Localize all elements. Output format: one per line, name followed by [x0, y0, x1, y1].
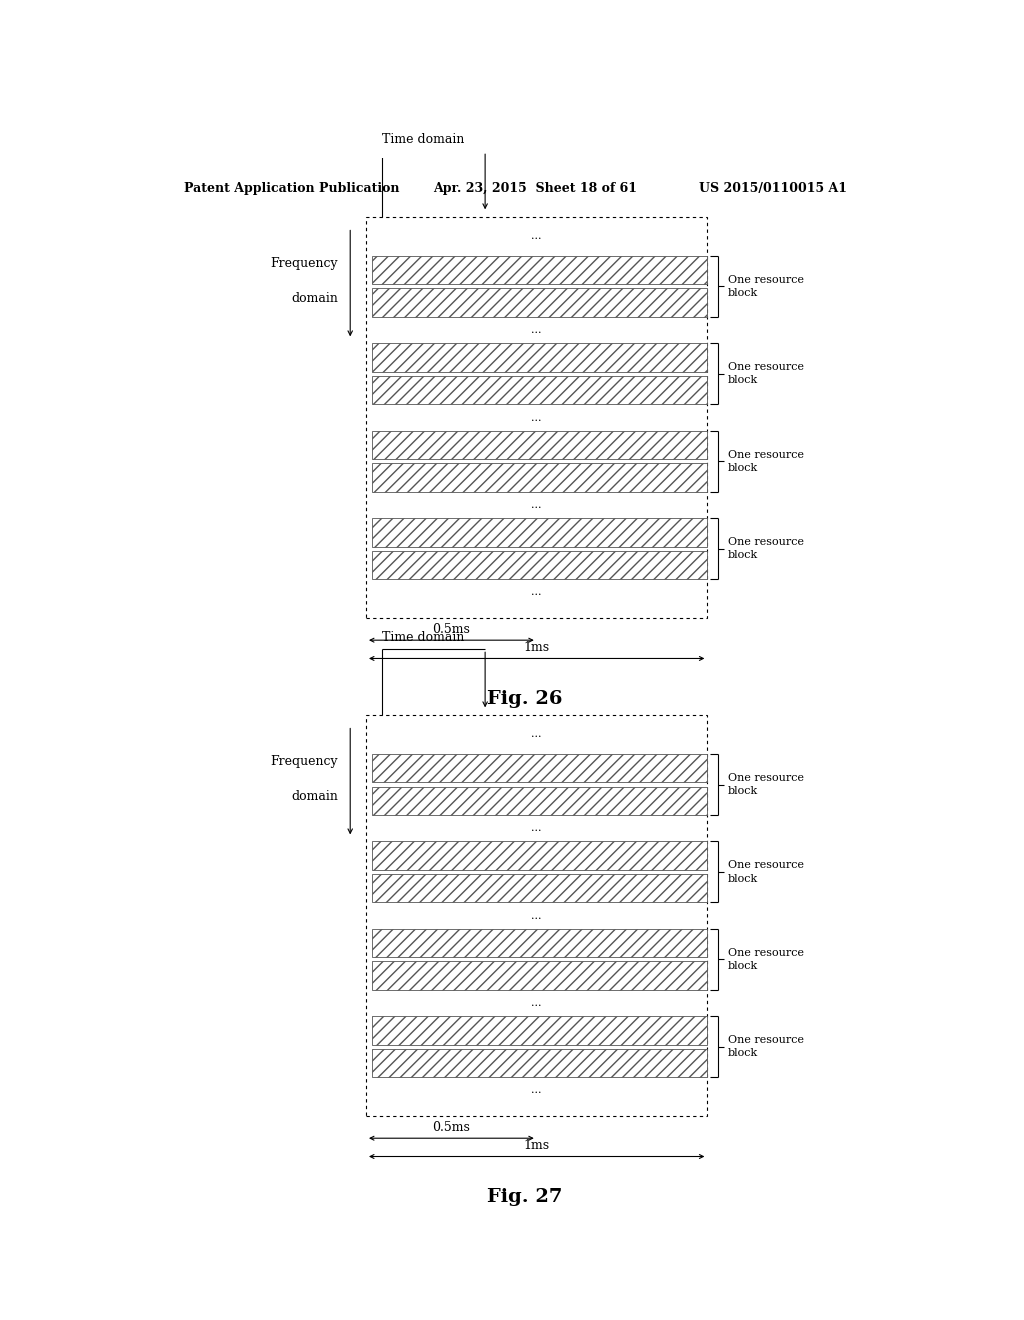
Text: Fig. 26: Fig. 26	[487, 690, 562, 708]
Text: One resource
block: One resource block	[728, 450, 804, 473]
Text: Patent Application Publication: Patent Application Publication	[183, 182, 399, 195]
Bar	[373, 256, 708, 284]
Bar	[373, 1016, 708, 1044]
Text: ...: ...	[531, 911, 542, 920]
Bar	[373, 343, 708, 372]
Text: One resource
block: One resource block	[728, 275, 804, 298]
Bar	[367, 218, 708, 618]
Bar	[373, 787, 708, 814]
Text: One resource
block: One resource block	[728, 774, 804, 796]
Text: Time domain: Time domain	[382, 631, 464, 644]
Bar	[373, 376, 708, 404]
Text: ...: ...	[531, 824, 542, 833]
Text: ...: ...	[531, 325, 542, 335]
Text: ...: ...	[531, 231, 542, 242]
Text: Fig. 27: Fig. 27	[487, 1188, 562, 1206]
Bar	[373, 929, 708, 957]
Text: One resource
block: One resource block	[728, 948, 804, 972]
Text: US 2015/0110015 A1: US 2015/0110015 A1	[699, 182, 848, 195]
Text: One resource
block: One resource block	[728, 362, 804, 385]
Text: domain: domain	[292, 292, 338, 305]
Text: Frequency: Frequency	[270, 755, 338, 768]
Text: ...: ...	[531, 729, 542, 739]
Text: ...: ...	[531, 587, 542, 598]
Text: ...: ...	[531, 998, 542, 1008]
Text: ...: ...	[531, 413, 542, 422]
Text: Frequency: Frequency	[270, 256, 338, 269]
Text: ...: ...	[531, 500, 542, 510]
Bar	[373, 550, 708, 579]
Text: ...: ...	[531, 1085, 542, 1096]
Text: domain: domain	[292, 791, 338, 803]
Text: 1ms: 1ms	[523, 642, 550, 655]
Text: One resource
block: One resource block	[728, 537, 804, 560]
Bar	[373, 463, 708, 492]
Text: One resource
block: One resource block	[728, 861, 804, 883]
Text: Apr. 23, 2015  Sheet 18 of 61: Apr. 23, 2015 Sheet 18 of 61	[433, 182, 638, 195]
Bar	[373, 961, 708, 990]
Bar	[373, 754, 708, 783]
Bar	[373, 874, 708, 903]
Bar	[373, 430, 708, 459]
Bar	[373, 841, 708, 870]
Bar	[367, 715, 708, 1115]
Text: Time domain: Time domain	[382, 133, 464, 147]
Bar	[373, 519, 708, 546]
Text: One resource
block: One resource block	[728, 1035, 804, 1059]
Text: 0.5ms: 0.5ms	[432, 1121, 470, 1134]
Bar	[373, 289, 708, 317]
Text: 0.5ms: 0.5ms	[432, 623, 470, 636]
Bar	[373, 1049, 708, 1077]
Text: 1ms: 1ms	[523, 1139, 550, 1152]
